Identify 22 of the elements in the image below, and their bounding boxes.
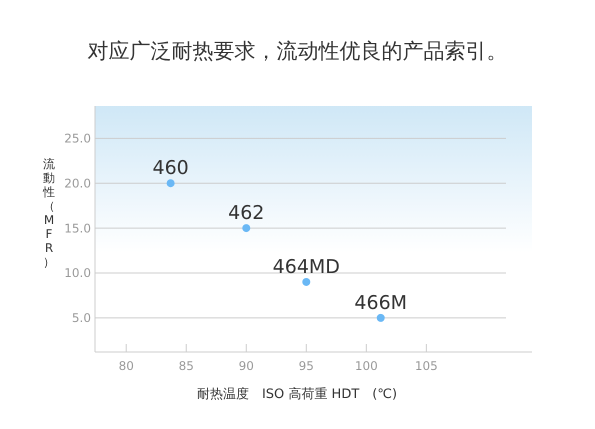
point [242, 224, 250, 232]
y-tick-label: 15.0 [64, 221, 91, 236]
y-axis-title: 流動性（MFR） [42, 157, 55, 269]
x-tick-label: 90 [238, 359, 254, 373]
annotation: 460 [152, 157, 189, 180]
annotation: 466M [354, 292, 408, 314]
x-tick-label: 100 [354, 359, 378, 373]
annotation: 462 [228, 202, 264, 224]
x-tick-label: 85 [178, 359, 194, 373]
point [166, 179, 175, 188]
y-tick-label: 10.0 [64, 266, 91, 280]
annotation: 464MD [272, 256, 340, 278]
y-tick-label: 20.0 [64, 176, 91, 190]
y-tick-label: 5.0 [72, 311, 91, 326]
chart-title: 对应广泛耐热要求，流动性优良的产品索引。 [88, 39, 508, 63]
y-tick-label: 25.0 [64, 132, 91, 146]
x-axis-title: 耐热温度 ISO 高荷重 HDT (℃) [196, 386, 398, 402]
point [302, 278, 310, 286]
x-tick-label: 95 [298, 359, 314, 373]
x-tick-label: 80 [118, 359, 134, 373]
point [376, 314, 385, 322]
x-tick-label: 105 [414, 359, 438, 373]
